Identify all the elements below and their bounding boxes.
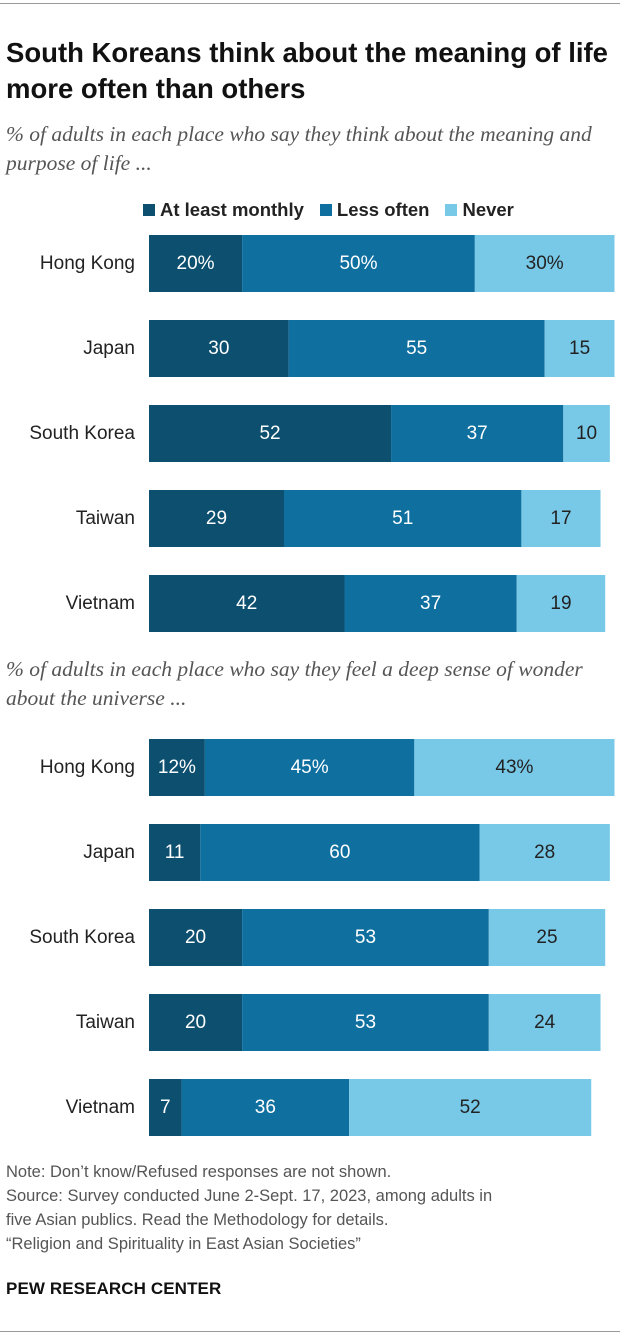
legend-label-less-often: Less often — [336, 199, 430, 220]
data-label-hong-kong-at-least-monthly: 20% — [177, 253, 215, 274]
category-label-taiwan: Taiwan — [76, 1012, 135, 1033]
data-label-japan-at-least-monthly: 11 — [165, 842, 185, 863]
bottom-rule — [0, 1331, 620, 1332]
note: Note: Don’t know/Refused responses are n… — [6, 1160, 614, 1256]
data-label-taiwan-less-often: 53 — [355, 1012, 376, 1033]
bar-vietnam-never — [349, 1079, 592, 1136]
data-label-japan-less-often: 55 — [406, 338, 427, 359]
category-label-taiwan: Taiwan — [76, 508, 135, 529]
data-label-south-korea-at-least-monthly: 20 — [185, 927, 206, 948]
data-label-vietnam-less-often: 37 — [420, 593, 441, 614]
bar-south-korea-at-least-monthly — [149, 405, 392, 462]
report-title-line: “Religion and Spirituality in East Asian… — [6, 1235, 361, 1253]
legend-swatch-at-least-monthly — [143, 204, 155, 216]
chart-2-subtitle: % of adults in each place who say they f… — [6, 657, 583, 710]
source-line-2: five Asian publics. Read the Methodology… — [6, 1211, 389, 1229]
bar-japan-less-often — [288, 320, 545, 377]
category-label-japan: Japan — [83, 842, 135, 863]
data-label-south-korea-less-often: 53 — [355, 927, 376, 948]
data-label-taiwan-never: 24 — [534, 1012, 556, 1033]
legend-item-less-often: Less often — [319, 199, 430, 221]
note-line: Note: Don’t know/Refused responses are n… — [6, 1163, 392, 1181]
legend-swatch-never — [445, 204, 458, 216]
category-label-hong-kong: Hong Kong — [40, 253, 135, 274]
bar-japan-at-least-monthly — [149, 320, 289, 377]
bar-south-korea-less-often — [242, 909, 489, 966]
chart-1-svg: Hong Kong 20% 50% 30% Japan 30 55 15 South Korea… — [29, 235, 615, 632]
legend-item-never: Never — [445, 199, 514, 221]
bar-taiwan-never — [521, 490, 601, 547]
chart-title: South Koreans think about the meaning of… — [6, 37, 608, 104]
legend-label-never: Never — [462, 199, 514, 220]
bar-japan-at-least-monthly — [149, 824, 201, 881]
bar-japan-never — [479, 824, 610, 881]
bar-taiwan-at-least-monthly — [149, 490, 284, 547]
bar-south-korea-less-often — [391, 405, 564, 462]
data-label-south-korea-less-often: 37 — [467, 423, 488, 444]
bar-hong-kong-never — [414, 739, 615, 796]
source-line: Source: Survey conducted June 2-Sept. 17… — [6, 1187, 493, 1205]
bar-japan-never — [544, 320, 615, 377]
category-label-south-korea: South Korea — [29, 927, 135, 948]
legend-item-at-least-monthly: At least monthly — [143, 199, 304, 221]
data-label-taiwan-at-least-monthly: 29 — [206, 508, 227, 529]
bar-japan-less-often — [200, 824, 480, 881]
data-label-south-korea-never: 25 — [536, 927, 557, 948]
bar-hong-kong-never — [474, 235, 615, 292]
data-label-vietnam-less-often: 36 — [255, 1097, 276, 1118]
data-label-hong-kong-less-often: 45% — [291, 757, 329, 778]
data-label-hong-kong-never: 30% — [526, 253, 564, 274]
data-label-taiwan-less-often: 51 — [392, 508, 413, 529]
bar-hong-kong-at-least-monthly — [149, 235, 243, 292]
data-label-hong-kong-at-least-monthly: 12% — [158, 757, 196, 778]
bar-vietnam-never — [516, 575, 606, 632]
chart-2: Hong Kong 12% 45% 43% Japan 11 60 28 South Korea… — [0, 739, 620, 1139]
legend: At least monthly Less often Never — [143, 198, 530, 222]
data-label-japan-never: 28 — [534, 842, 555, 863]
data-label-japan-never: 15 — [569, 338, 590, 359]
bar-south-korea-never — [563, 405, 610, 462]
bar-vietnam-less-often — [181, 1079, 350, 1136]
bar-hong-kong-less-often — [204, 739, 415, 796]
bar-vietnam-at-least-monthly — [149, 575, 345, 632]
bar-taiwan-less-often — [242, 994, 489, 1051]
chart-1-subtitle: % of adults in each place who say they t… — [6, 122, 592, 175]
data-label-hong-kong-less-often: 50% — [339, 253, 377, 274]
bar-taiwan-less-often — [283, 490, 522, 547]
category-label-vietnam: Vietnam — [66, 1097, 135, 1118]
bar-vietnam-at-least-monthly — [149, 1079, 182, 1136]
category-label-south-korea: South Korea — [29, 423, 135, 444]
data-label-vietnam-at-least-monthly: 7 — [160, 1097, 171, 1118]
bar-hong-kong-at-least-monthly — [149, 739, 205, 796]
bar-taiwan-at-least-monthly — [149, 994, 243, 1051]
bar-taiwan-never — [488, 994, 601, 1051]
bar-south-korea-never — [488, 909, 606, 966]
category-label-hong-kong: Hong Kong — [40, 757, 135, 778]
data-label-vietnam-never: 52 — [460, 1097, 481, 1118]
legend-label-at-least-monthly: At least monthly — [160, 199, 304, 220]
bar-vietnam-less-often — [344, 575, 517, 632]
bar-hong-kong-less-often — [242, 235, 475, 292]
pew-credit: PEW RESEARCH CENTER — [6, 1279, 222, 1298]
category-label-japan: Japan — [83, 338, 135, 359]
data-label-japan-less-often: 60 — [329, 842, 350, 863]
data-label-vietnam-at-least-monthly: 42 — [236, 593, 257, 614]
top-rule — [0, 3, 620, 4]
data-label-south-korea-at-least-monthly: 52 — [259, 423, 280, 444]
data-label-south-korea-never: 10 — [576, 423, 597, 444]
data-label-taiwan-never: 17 — [550, 508, 571, 529]
chart-1: Hong Kong 20% 50% 30% Japan 30 55 15 South Korea… — [0, 235, 620, 635]
data-label-hong-kong-never: 43% — [495, 757, 533, 778]
chart-2-svg: Hong Kong 12% 45% 43% Japan 11 60 28 South Korea… — [29, 739, 615, 1136]
legend-swatch-less-often — [319, 204, 332, 216]
data-label-japan-at-least-monthly: 30 — [208, 338, 229, 359]
data-label-taiwan-at-least-monthly: 20 — [185, 1012, 206, 1033]
data-label-vietnam-never: 19 — [550, 593, 571, 614]
category-label-vietnam: Vietnam — [66, 593, 135, 614]
bar-south-korea-at-least-monthly — [149, 909, 243, 966]
